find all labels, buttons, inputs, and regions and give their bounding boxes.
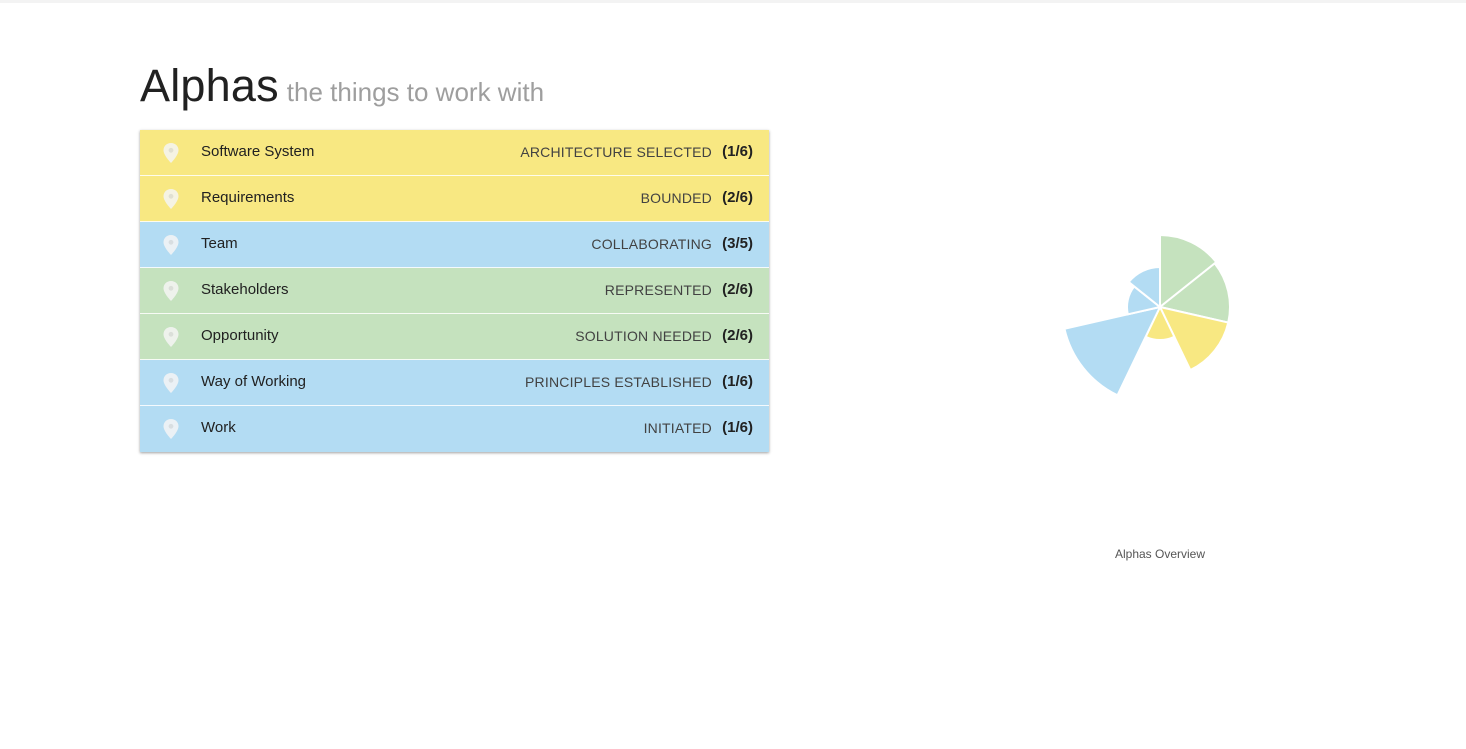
page-heading: Alphas the things to work with [140,60,544,112]
alpha-progress: (2/6) [722,189,753,206]
location-pin-icon [161,142,181,164]
alpha-state: COLLABORATING [591,236,712,252]
alphas-overview-chart [1040,225,1280,425]
alpha-state: ARCHITECTURE SELECTED [520,144,712,160]
alpha-state: REPRESENTED [605,282,712,298]
polar-area-chart [1040,225,1280,425]
alpha-row-team[interactable]: Team COLLABORATING (3/5) [140,222,769,268]
alpha-name: Opportunity [201,327,279,344]
top-bar [0,0,1466,3]
alpha-name: Work [201,419,236,436]
location-pin-icon [161,280,181,302]
alpha-state: INITIATED [644,420,712,436]
alpha-progress: (1/6) [722,373,753,390]
location-pin-icon [161,234,181,256]
alpha-progress: (2/6) [722,281,753,298]
alpha-row-stakeholders[interactable]: Stakeholders REPRESENTED (2/6) [140,268,769,314]
location-pin-icon [161,326,181,348]
alpha-state: SOLUTION NEEDED [575,328,712,344]
alpha-name: Team [201,235,238,252]
alpha-progress: (1/6) [722,143,753,160]
alpha-state: PRINCIPLES ESTABLISHED [525,374,712,390]
alpha-row-work[interactable]: Work INITIATED (1/6) [140,406,769,452]
alpha-progress: (3/5) [722,235,753,252]
alpha-progress: (1/6) [722,419,753,436]
alpha-row-opportunity[interactable]: Opportunity SOLUTION NEEDED (2/6) [140,314,769,360]
alpha-row-software-system[interactable]: Software System ARCHITECTURE SELECTED (1… [140,130,769,176]
page-subtitle: the things to work with [287,77,544,107]
alpha-name: Way of Working [201,373,306,390]
alpha-row-way-of-working[interactable]: Way of Working PRINCIPLES ESTABLISHED (1… [140,360,769,406]
chart-caption: Alphas Overview [1060,547,1260,561]
location-pin-icon [161,418,181,440]
alpha-row-requirements[interactable]: Requirements BOUNDED (2/6) [140,176,769,222]
chart-slice-5[interactable] [1064,307,1160,395]
alpha-progress: (2/6) [722,327,753,344]
location-pin-icon [161,372,181,394]
location-pin-icon [161,188,181,210]
alpha-name: Requirements [201,189,294,206]
alpha-state: BOUNDED [641,190,712,206]
alpha-name: Stakeholders [201,281,289,298]
alpha-list: Software System ARCHITECTURE SELECTED (1… [140,130,769,452]
page-title: Alphas [140,60,279,111]
alpha-name: Software System [201,143,314,160]
